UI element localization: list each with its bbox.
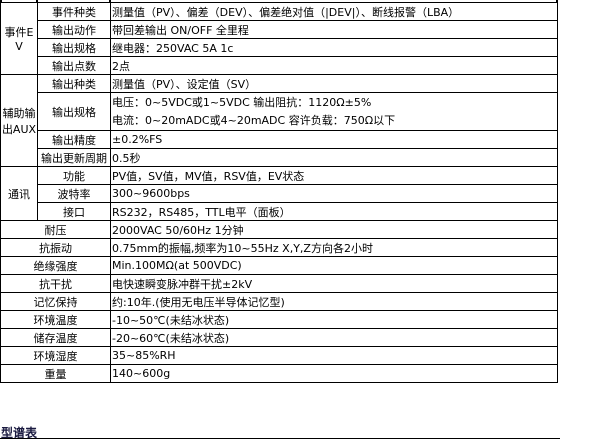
spec-key: 波特率 [37, 184, 111, 203]
previous-row-stub [0, 0, 558, 2]
table-row: 抗振动 0.75mm的振幅,频率为10~55Hz X,Y,Z方向各2小时 [0, 238, 558, 257]
spec-key: 储存温度 [0, 328, 111, 347]
table-row: 输出精度 ±0.2%FS [1, 130, 558, 149]
table-row: 接口 RS232，RS485，TTL电平（面板） [1, 202, 558, 221]
spec-key: 抗干扰 [0, 274, 111, 293]
spec-value: 电压：0~5VDC或1~5VDC 输出阻抗：1120Ω±5% 电流：0~20mAD… [110, 92, 558, 131]
spec-key: 重量 [0, 364, 111, 383]
spec-key: 绝缘强度 [0, 256, 111, 275]
spec-key: 输出更新周期 [37, 148, 111, 167]
table-row: 输出点数 2点 [1, 56, 558, 75]
spec-value: 测量值（PV）、偏差（DEV）、偏差绝对值（|DEV|）、断线报警（LBA） [110, 2, 558, 21]
spec-value: 300~9600bps [110, 184, 558, 203]
table-row: 抗干扰 电快速瞬变脉冲群干扰±2kV [0, 274, 558, 293]
spec-value: 2000VAC 50/60Hz 1分钟 [110, 220, 558, 239]
table-row: 事件EV 事件种类 测量值（PV）、偏差（DEV）、偏差绝对值（|DEV|）、断线报… [0, 2, 558, 75]
table-row: 记忆保持 约:10年.(使用无电压半导体记忆型) [0, 292, 558, 311]
group-label-ev: 事件EV [0, 2, 38, 75]
spec-key: 输出规格 [37, 92, 111, 131]
spec-value-line: 电流：0~20mADC或4~20mADC 容许负载：750Ω以下 [112, 113, 396, 127]
table-row: 环境温度 -10~50℃(未结冰状态) [0, 310, 558, 329]
table-row: 重量 140~600g [0, 364, 558, 383]
spec-value: 140~600g [110, 364, 558, 383]
spec-value: 约:10年.(使用无电压半导体记忆型) [110, 292, 558, 311]
spec-key: 事件种类 [37, 2, 111, 21]
spec-value-line: 电压：0~5VDC或1~5VDC 输出阻抗：1120Ω±5% [112, 95, 372, 109]
spec-value: PV值，SV值，MV值，RSV值，EV状态 [110, 166, 558, 185]
spec-value: 0.5秒 [110, 148, 558, 167]
table-row: 绝缘强度 Min.100MΩ(at 500VDC) [0, 256, 558, 275]
spec-key: 输出种类 [37, 74, 111, 93]
spec-key: 输出规格 [37, 38, 111, 57]
spec-value: 带回差输出 ON/OFF 全里程 [110, 20, 558, 39]
section-heading: 型谱表 [1, 426, 38, 440]
spec-value: ±0.2%FS [110, 130, 558, 149]
spec-value: -20~60℃(未结冰状态) [110, 328, 558, 347]
divider [0, 438, 560, 439]
spec-key: 环境湿度 [0, 346, 111, 365]
table-row: 输出规格 继电器：250VAC 5A 1c [1, 38, 558, 57]
table-row: 储存温度 -20~60℃(未结冰状态) [0, 328, 558, 347]
spec-key: 输出精度 [37, 130, 111, 149]
spec-key: 记忆保持 [0, 292, 111, 311]
spec-value: -10~50℃(未结冰状态) [110, 310, 558, 329]
spec-value: 电快速瞬变脉冲群干扰±2kV [110, 274, 558, 293]
group-label-comm: 通讯 [0, 166, 38, 221]
spec-key: 环境温度 [0, 310, 111, 329]
spec-value: 2点 [110, 56, 558, 75]
spec-value: RS232，RS485，TTL电平（面板） [110, 202, 558, 221]
group-label-aux: 辅助输出AUX [0, 74, 38, 167]
spec-table: 事件EV 事件种类 测量值（PV）、偏差（DEV）、偏差绝对值（|DEV|）、断线报… [0, 2, 558, 383]
spec-value: 35~85%RH [110, 346, 558, 365]
table-row: 环境湿度 35~85%RH [0, 346, 558, 365]
spec-value: Min.100MΩ(at 500VDC) [110, 256, 558, 275]
table-row: 输出更新周期 0.5秒 [1, 148, 558, 167]
spec-value: 0.75mm的振幅,频率为10~55Hz X,Y,Z方向各2小时 [110, 238, 558, 257]
table-row: 波特率 300~9600bps [1, 184, 558, 203]
spec-value: 测量值（PV）、设定值（SV） [110, 74, 558, 93]
spec-key: 耐压 [0, 220, 111, 239]
spec-key: 功能 [37, 166, 111, 185]
spec-key: 接口 [37, 202, 111, 221]
table-row: 输出动作 带回差输出 ON/OFF 全里程 [1, 20, 558, 39]
table-row: 辅助输出AUX 输出种类 测量值（PV）、设定值（SV） [0, 74, 558, 167]
spec-value: 继电器：250VAC 5A 1c [110, 38, 558, 57]
spec-key: 输出点数 [37, 56, 111, 75]
table-row: 耐压 2000VAC 50/60Hz 1分钟 [0, 220, 558, 239]
table-row: 输出规格 电压：0~5VDC或1~5VDC 输出阻抗：1120Ω±5% 电流：0~2… [1, 92, 558, 131]
table-row: 通讯 功能 PV值，SV值，MV值，RSV值，EV状态 [0, 166, 558, 221]
spec-key: 抗振动 [0, 238, 111, 257]
spec-key: 输出动作 [37, 20, 111, 39]
